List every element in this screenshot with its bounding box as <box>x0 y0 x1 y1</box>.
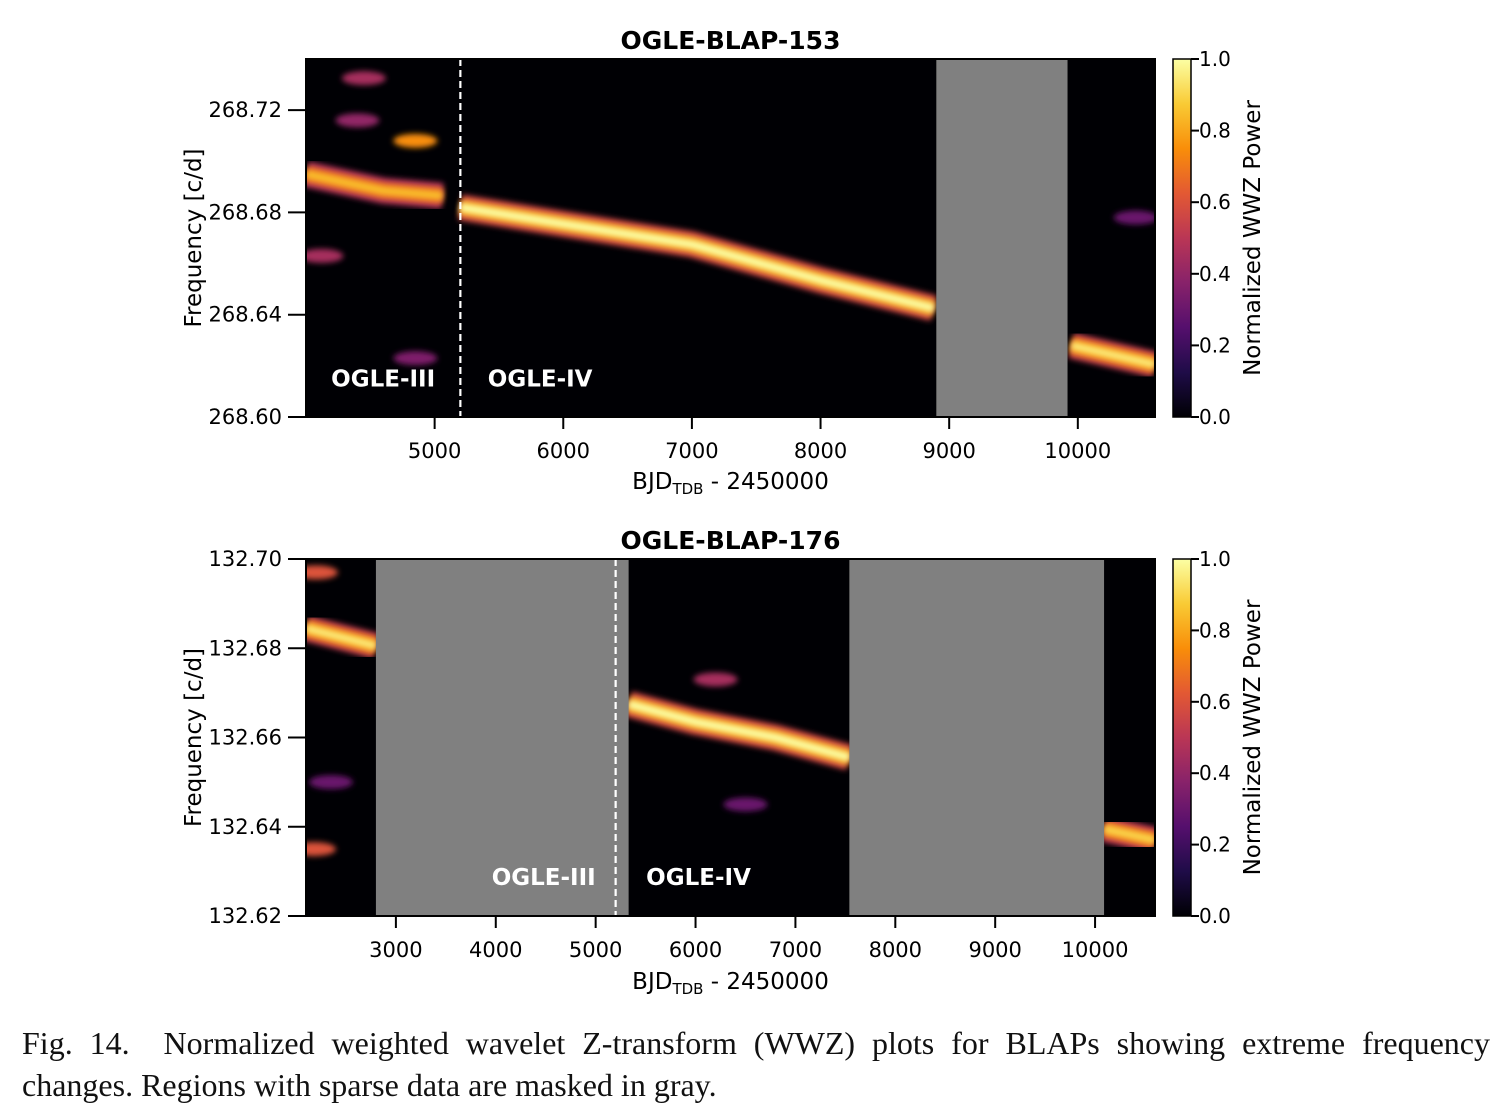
power-blob <box>306 842 336 857</box>
y-tick-label: 132.68 <box>209 636 282 660</box>
x-tick-label: 3000 <box>369 938 422 962</box>
x-axis-label-main: BJD <box>632 969 672 995</box>
x-tick-label: 8000 <box>794 439 847 463</box>
plot-frame <box>305 58 1156 418</box>
x-axis-label: BJDTDB - 2450000 <box>632 969 829 998</box>
x-axis-label-subscript: TDB <box>671 480 703 498</box>
colorbar-label: Normalized WWZ Power <box>1240 100 1266 376</box>
x-axis-label-offset: - 2450000 <box>703 469 828 495</box>
colorbar-tick-label: 0.6 <box>1199 190 1231 214</box>
colorbar-tick-label: 0.8 <box>1199 119 1231 143</box>
power-blob <box>1113 210 1155 225</box>
caption-text: Normalized weighted wavelet Z-transform … <box>22 1025 1491 1103</box>
survey-label: OGLE-IV <box>646 865 751 891</box>
power-blob <box>393 133 438 148</box>
y-axis-label: Frequency [c/d] <box>181 648 207 827</box>
x-tick-label: 9000 <box>922 439 975 463</box>
colorbar-label: Normalized WWZ Power <box>1240 599 1266 875</box>
x-tick-label: 6000 <box>669 938 722 962</box>
x-tick-label: 9000 <box>968 938 1021 962</box>
x-tick-label: 6000 <box>537 439 590 463</box>
y-tick-label: 132.70 <box>209 547 282 571</box>
y-tick-label: 132.64 <box>209 815 282 839</box>
masked-region <box>375 559 629 916</box>
y-tick-label: 268.72 <box>209 98 282 122</box>
power-blob <box>693 672 738 687</box>
figure: OGLE-III OGLE-IV OGLE-BLAP-153 5000 6000 7000… <box>181 26 1266 998</box>
x-tick-label: 4000 <box>469 938 522 962</box>
colorbar <box>1172 558 1192 917</box>
y-tick-label: 268.60 <box>209 405 282 429</box>
masked-region <box>936 59 1068 417</box>
heatmap-area: OGLE-III OGLE-IV <box>306 59 1155 417</box>
ridge-core <box>306 170 443 200</box>
power-blob <box>306 565 338 580</box>
chart-panel-1: OGLE-III OGLE-IV OGLE-BLAP-153 5000 6000 7000… <box>181 26 1266 498</box>
colorbar-tick-label: 0.4 <box>1199 262 1231 286</box>
caption-label: Fig. 14. <box>22 1025 130 1061</box>
x-tick-label: 10000 <box>1062 938 1129 962</box>
colorbar-tick-label: 0.0 <box>1199 405 1231 429</box>
x-tick-label: 7000 <box>769 938 822 962</box>
y-tick-label: 132.66 <box>209 726 282 750</box>
colorbar-tick-label: 0.8 <box>1199 618 1231 642</box>
x-axis-label: BJDTDB - 2450000 <box>632 469 829 498</box>
ridge-core <box>1070 341 1155 369</box>
ridge-core <box>306 624 377 650</box>
x-tick-label: 7000 <box>665 439 718 463</box>
survey-label: OGLE-III <box>331 366 435 392</box>
colorbar-tick-label: 0.4 <box>1199 761 1231 785</box>
y-tick-label: 132.62 <box>209 904 282 928</box>
colorbar-tick-label: 1.0 <box>1199 47 1231 71</box>
x-axis-label-subscript: TDB <box>671 980 703 998</box>
x-tick-label: 5000 <box>408 439 461 463</box>
masked-region <box>849 559 1105 916</box>
colorbar-tick-label: 0.0 <box>1199 904 1231 928</box>
power-blob <box>341 71 386 86</box>
chart-panel-2: OGLE-III OGLE-IV OGLE-BLAP-176 3000 4000 5000… <box>181 526 1266 998</box>
colorbar-tick-label: 0.2 <box>1199 333 1231 357</box>
power-blob <box>308 775 353 790</box>
power-blob <box>393 351 438 366</box>
ridge-core <box>1103 825 1155 845</box>
power-blob <box>335 113 380 128</box>
y-axis-label: Frequency [c/d] <box>181 148 207 327</box>
chart-title: OGLE-BLAP-176 <box>621 526 841 555</box>
chart-title: OGLE-BLAP-153 <box>621 26 841 55</box>
x-tick-label: 8000 <box>869 938 922 962</box>
colorbar <box>1172 58 1192 418</box>
colorbar-tick-label: 0.6 <box>1199 690 1231 714</box>
heatmap-area: OGLE-III OGLE-IV <box>306 559 1155 916</box>
power-blob <box>723 797 768 812</box>
survey-label: OGLE-IV <box>488 366 593 392</box>
y-tick-label: 268.68 <box>209 200 282 224</box>
ridge-core <box>459 203 935 313</box>
colorbar-tick-label: 1.0 <box>1199 547 1231 571</box>
x-axis-label-main: BJD <box>632 469 672 495</box>
y-tick-label: 268.64 <box>209 303 282 327</box>
x-tick-label: 10000 <box>1044 439 1111 463</box>
figure-caption: Fig. 14. Normalized weighted wavelet Z-t… <box>22 1022 1490 1106</box>
survey-label: OGLE-III <box>492 865 596 891</box>
colorbar-tick-label: 0.2 <box>1199 833 1231 857</box>
ridge-core <box>627 700 851 762</box>
power-blob <box>306 248 344 263</box>
x-tick-label: 5000 <box>569 938 622 962</box>
x-axis-label-offset: - 2450000 <box>703 969 828 995</box>
